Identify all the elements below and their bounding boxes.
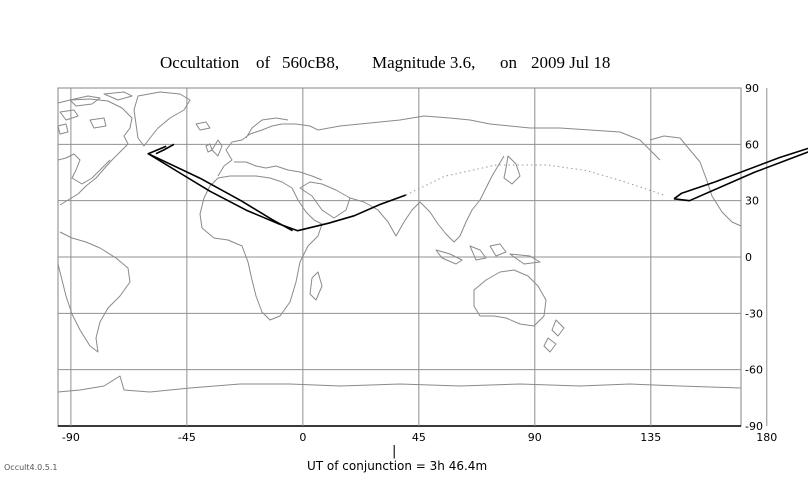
longitude-tick-label: 180 [756,431,777,444]
africa-coast [199,175,323,321]
latitude-tick-label: -30 [745,307,763,320]
map-title-star: 560cB8, [282,53,339,72]
occultation-track-path [673,147,808,202]
longitude-tick-label: 90 [528,431,542,444]
iceland-coast [195,121,211,131]
south-america-coast [57,231,131,353]
latitude-tick-label: 60 [745,138,759,151]
conjunction-marker: | [392,444,396,459]
occultation-track-path [147,152,293,232]
greenland-coast [133,91,191,147]
british-isles-coast [205,139,223,157]
alaska-coast [649,135,742,227]
coastlines [57,91,742,393]
map-title-on: on [500,53,518,72]
occultation-track-path [155,143,175,155]
indonesia-coast [435,243,541,265]
longitude-tick-label: -90 [62,431,80,444]
asia-coast [317,115,661,243]
latitude-tick-label: 90 [745,82,759,95]
latitude-labels: 90 60 30 0 -30 -60 -90 [745,82,763,433]
map-title-prefix: Occultation [160,53,240,72]
latitude-tick-label: 0 [745,251,752,264]
latitude-tick-label: -60 [745,364,763,377]
occultation-track-path [147,145,407,232]
australia-coast [473,269,547,327]
japan-coast [503,155,521,185]
new-zealand-coast [543,319,565,353]
latitude-tick-label: 30 [745,195,759,208]
graticule [58,88,768,426]
latitude-tick-label: -90 [745,420,763,433]
longitude-tick-label: 135 [640,431,661,444]
longitude-tick-label: -45 [178,431,196,444]
longitude-tick-label: 45 [412,431,426,444]
north-america-coast [57,98,133,206]
antarctica-coast [57,375,742,393]
conjunction-label: UT of conjunction = 3h 46.4m [307,459,487,473]
arctic-islands-coast [57,91,133,135]
europe-coast [217,117,323,181]
arabia-coast [299,181,351,219]
longitude-tick-label: 0 [299,431,306,444]
map-title-magnitude: Magnitude 3.6, [372,53,475,72]
map-title-date: 2009 Jul 18 [531,53,610,72]
madagascar-coast [309,271,323,301]
occultation-tracks [147,143,808,232]
version-label: Occult4.0.5.1 [4,463,58,472]
map-title-of: of [256,53,271,72]
